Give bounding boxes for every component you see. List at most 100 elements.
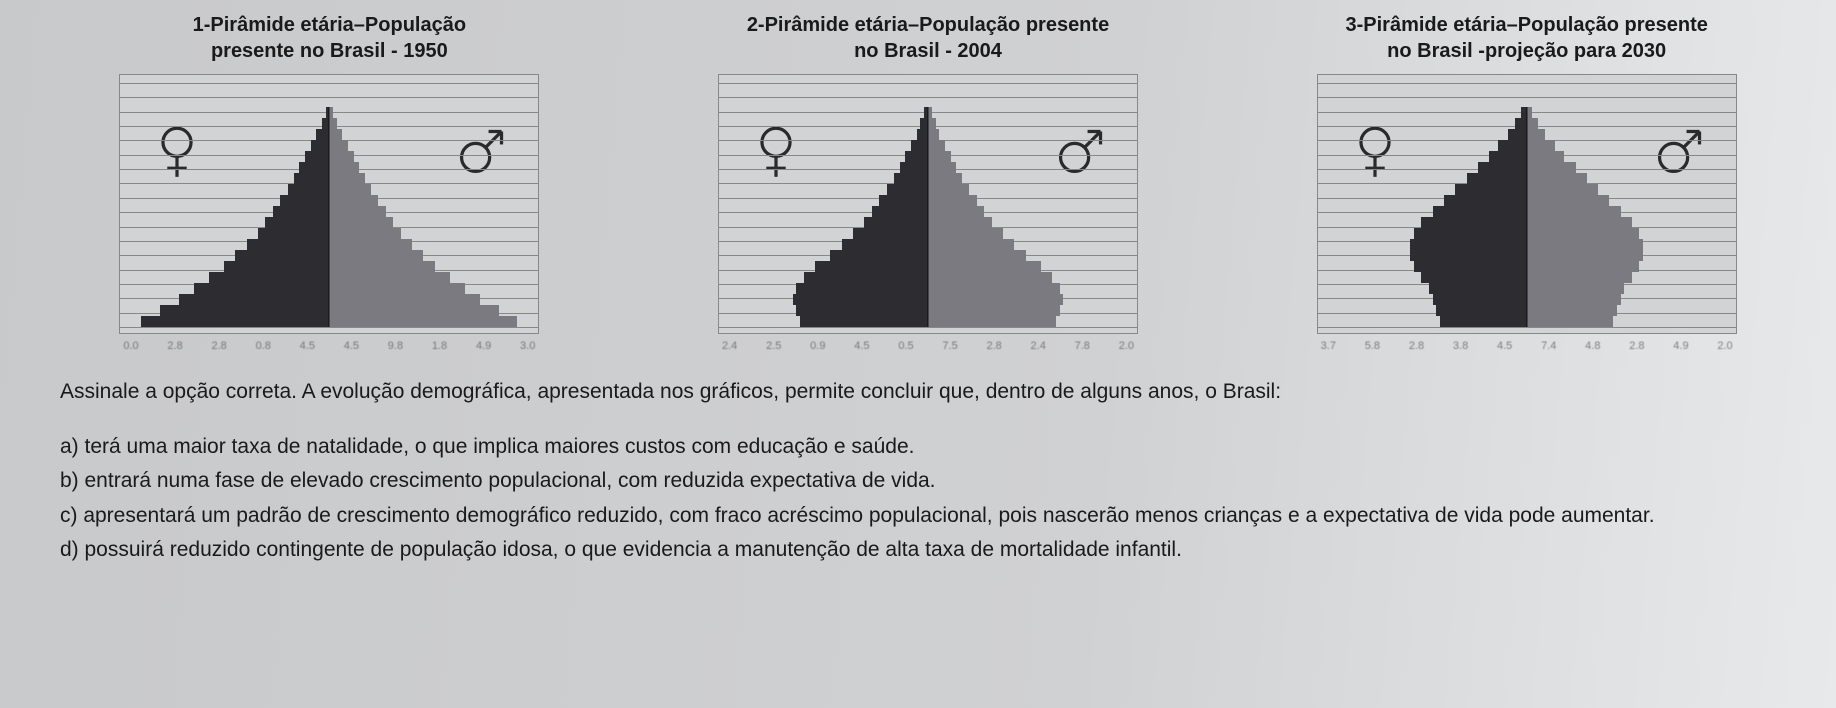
pyramid-bar-right bbox=[1527, 118, 1538, 129]
pyramid-bar-left bbox=[796, 305, 928, 316]
pyramid-bar-left bbox=[1414, 261, 1527, 272]
xaxis-label: 2.8 bbox=[211, 340, 226, 352]
xaxis-label: 3.0 bbox=[520, 340, 535, 352]
pyramid-bar-right bbox=[329, 206, 385, 217]
pyramid-bar-right bbox=[329, 118, 337, 129]
pyramid-bar-left bbox=[280, 195, 329, 206]
pyramid-bar-right bbox=[329, 107, 333, 118]
xaxis-label: 4.5 bbox=[1497, 340, 1512, 352]
pyramid-bar-right bbox=[329, 217, 393, 228]
pyramid-bar-left bbox=[1414, 228, 1527, 239]
pyramid-bar-right bbox=[329, 261, 434, 272]
pyramid-bar-right bbox=[928, 184, 969, 195]
pyramid-bar-right bbox=[928, 151, 951, 162]
pyramid-bar-left bbox=[1433, 206, 1527, 217]
pyramid-bar-left bbox=[194, 283, 329, 294]
pyramid-bar-left bbox=[1508, 129, 1527, 140]
pyramid-bar-right bbox=[928, 217, 992, 228]
pyramid-bar-right bbox=[329, 316, 517, 327]
pyramid-bar-left bbox=[879, 195, 928, 206]
pyramid-bar-left bbox=[311, 140, 330, 151]
pyramid-bar-right bbox=[928, 129, 939, 140]
pyramid-bar-right bbox=[329, 195, 378, 206]
pyramid-bar-right bbox=[1527, 294, 1621, 305]
xaxis-label: 2.8 bbox=[167, 340, 182, 352]
pyramid-bar-left bbox=[1429, 283, 1527, 294]
pyramid-bar-right bbox=[1527, 195, 1610, 206]
female-icon bbox=[749, 125, 803, 179]
pyramid-bar-left bbox=[299, 162, 329, 173]
chart-2: 2-Pirâmide etária–População presenteno B… bbox=[659, 10, 1198, 352]
male-icon bbox=[1053, 125, 1107, 179]
pyramid-1 bbox=[119, 74, 539, 334]
pyramid-bar-right bbox=[928, 294, 1063, 305]
pyramid-bar-right bbox=[1527, 129, 1546, 140]
pyramid-bar-left bbox=[265, 217, 329, 228]
pyramid-bar-left bbox=[305, 151, 329, 162]
pyramid-bar-left bbox=[853, 228, 928, 239]
pyramid-bar-right bbox=[1527, 228, 1640, 239]
pyramid-bar-left bbox=[900, 162, 928, 173]
male-icon bbox=[1652, 125, 1706, 179]
pyramid-bar-right bbox=[928, 173, 962, 184]
pyramid-bar-left bbox=[887, 184, 928, 195]
pyramid-bar-left bbox=[322, 118, 330, 129]
xaxis-label: 2.5 bbox=[766, 340, 781, 352]
pyramid-bar-right bbox=[928, 283, 1060, 294]
pyramid-bar-right bbox=[329, 239, 412, 250]
pyramid-bar-right bbox=[1527, 162, 1576, 173]
xaxis-label: 0.9 bbox=[810, 340, 825, 352]
pyramid-bar-left bbox=[911, 140, 928, 151]
pyramid-bar-left bbox=[288, 184, 329, 195]
pyramid-bar-left bbox=[1436, 305, 1526, 316]
pyramid-bar-left bbox=[247, 239, 330, 250]
pyramid-bar-left bbox=[1455, 184, 1526, 195]
pyramid-bar-right bbox=[928, 107, 932, 118]
pyramid-bar-right bbox=[329, 129, 342, 140]
chart-3-title: 3-Pirâmide etária–População presenteno B… bbox=[1345, 10, 1707, 66]
pyramid-bar-left bbox=[815, 261, 928, 272]
xaxis-label: 2.0 bbox=[1119, 340, 1134, 352]
pyramid-bar-right bbox=[329, 250, 423, 261]
pyramid-bar-right bbox=[329, 184, 370, 195]
xaxis-label: 2.4 bbox=[722, 340, 737, 352]
chart-3-xaxis: 3.75.82.83.84.57.44.82.84.92.0 bbox=[1317, 340, 1737, 352]
pyramid-bar-left bbox=[273, 206, 329, 217]
pyramid-3 bbox=[1317, 74, 1737, 334]
female-icon bbox=[1348, 125, 1402, 179]
pyramid-bar-right bbox=[928, 261, 1041, 272]
pyramid-bar-right bbox=[1527, 239, 1644, 250]
xaxis-label: 2.8 bbox=[1629, 340, 1644, 352]
female-icon bbox=[150, 125, 204, 179]
pyramid-bar-left bbox=[1421, 217, 1526, 228]
xaxis-label: 0.5 bbox=[898, 340, 913, 352]
pyramid-bar-left bbox=[1515, 118, 1526, 129]
pyramid-bar-right bbox=[928, 140, 945, 151]
pyramid-bar-right bbox=[1527, 173, 1587, 184]
pyramid-2 bbox=[718, 74, 1138, 334]
option-a: a) terá uma maior taxa de natalidade, o … bbox=[60, 431, 1796, 464]
pyramid-bar-left bbox=[1467, 173, 1527, 184]
pyramid-bar-left bbox=[179, 294, 329, 305]
chart-1-xaxis: 0.02.82.80.84.54.59.81.84.93.0 bbox=[119, 340, 539, 352]
pyramid-bar-left bbox=[1433, 294, 1527, 305]
pyramid-bar-right bbox=[329, 151, 353, 162]
pyramid-bar-right bbox=[1527, 184, 1598, 195]
pyramid-bar-left bbox=[905, 151, 928, 162]
chart-3: 3-Pirâmide etária–População presenteno B… bbox=[1257, 10, 1796, 352]
xaxis-label: 0.0 bbox=[123, 340, 138, 352]
pyramid-bar-right bbox=[329, 305, 498, 316]
xaxis-label: 2.8 bbox=[986, 340, 1001, 352]
pyramid-bar-left bbox=[1440, 316, 1526, 327]
pyramid-bar-right bbox=[928, 195, 977, 206]
pyramid-bar-left bbox=[224, 261, 329, 272]
xaxis-label: 7.5 bbox=[942, 340, 957, 352]
pyramid-bar-right bbox=[1527, 140, 1555, 151]
xaxis-label: 5.8 bbox=[1365, 340, 1380, 352]
pyramid-bar-left bbox=[1444, 195, 1527, 206]
pyramid-bar-right bbox=[928, 316, 1056, 327]
pyramid-bar-right bbox=[928, 118, 936, 129]
xaxis-label: 1.8 bbox=[432, 340, 447, 352]
pyramid-bar-left bbox=[1410, 250, 1527, 261]
pyramid-bar-left bbox=[1498, 140, 1526, 151]
